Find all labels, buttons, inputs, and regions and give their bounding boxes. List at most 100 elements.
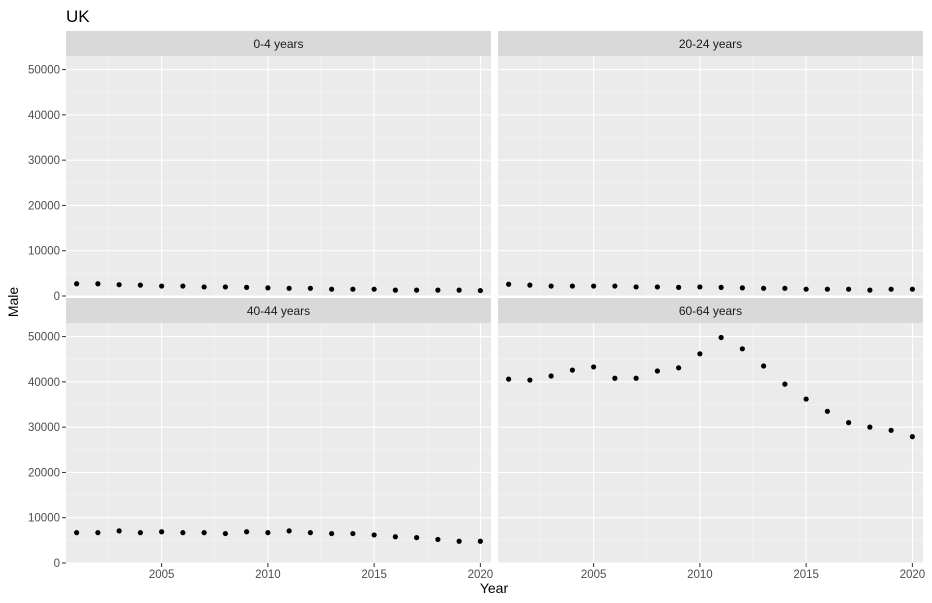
data-point <box>180 530 186 536</box>
facet-strip-label: 60-64 years <box>679 304 742 318</box>
data-point <box>548 283 554 289</box>
y-tick-label: 40000 <box>28 377 60 389</box>
x-tick-label: 2010 <box>255 569 281 581</box>
data-point <box>591 364 597 370</box>
data-point <box>803 396 809 402</box>
data-point <box>591 283 597 289</box>
facet-strip <box>498 31 923 56</box>
data-point <box>392 534 398 540</box>
data-point <box>633 375 639 381</box>
data-point <box>201 284 207 290</box>
data-point <box>222 530 228 537</box>
data-point <box>435 536 441 543</box>
data-point <box>867 287 873 293</box>
data-point <box>739 285 745 291</box>
y-tick-label: 30000 <box>28 155 60 167</box>
panel-background <box>66 56 491 296</box>
data-point <box>116 282 122 288</box>
data-point <box>888 286 894 292</box>
data-point <box>414 535 420 541</box>
y-tick-label: 50000 <box>28 65 60 77</box>
data-point <box>824 286 830 292</box>
data-point <box>569 367 575 373</box>
data-point <box>909 286 915 292</box>
y-tick-label: 20000 <box>28 467 60 479</box>
data-point <box>654 368 660 374</box>
data-point <box>116 528 122 534</box>
data-point <box>180 283 186 289</box>
data-point <box>782 381 788 387</box>
data-point <box>718 284 724 290</box>
data-point <box>548 373 554 379</box>
data-point <box>761 285 767 291</box>
data-point <box>739 346 745 352</box>
data-point <box>350 286 356 292</box>
facet-strip <box>66 298 491 323</box>
data-point <box>74 530 80 536</box>
facet-panels: 0-4 years 20-24 years 40-44 years 60-64 yea… <box>66 31 923 564</box>
chart-title: UK <box>66 7 90 26</box>
data-point <box>371 286 377 292</box>
data-point <box>286 528 292 534</box>
data-point <box>477 538 483 544</box>
y-tick-label: 10000 <box>28 513 60 525</box>
data-point <box>350 530 356 537</box>
data-point <box>846 420 852 426</box>
y-tick-label: 40000 <box>28 110 60 122</box>
data-point <box>222 284 228 290</box>
data-point <box>676 365 682 371</box>
data-point <box>867 424 873 430</box>
data-point <box>95 530 101 536</box>
data-point <box>435 287 441 293</box>
x-tick-label: 2010 <box>687 569 713 581</box>
y-tick-label: 50000 <box>28 332 60 344</box>
y-tick-label: 0 <box>54 291 60 303</box>
data-point <box>307 285 313 291</box>
x-tick-label: 2005 <box>581 569 607 581</box>
y-tick-label: 0 <box>54 558 60 570</box>
x-axis-title: Year <box>480 580 509 596</box>
data-point <box>718 334 724 341</box>
data-point <box>782 285 788 291</box>
data-point <box>633 284 639 290</box>
x-tick-label: 2015 <box>361 569 387 581</box>
data-point <box>265 285 271 291</box>
data-point <box>74 281 80 287</box>
data-point <box>506 376 512 382</box>
data-point <box>824 408 830 414</box>
data-point <box>888 427 894 433</box>
data-point <box>506 281 512 287</box>
facet-strip-label: 40-44 years <box>247 304 310 318</box>
data-point <box>244 529 250 535</box>
facet-panel: 40-44 years <box>66 298 491 564</box>
facet-strip <box>498 298 923 323</box>
y-axis-tick-labels: 0 10000 20000 30000 40000 50000 0 10000 20000 300… <box>28 65 66 570</box>
data-point <box>286 285 292 291</box>
data-point <box>697 351 703 357</box>
panel-background <box>66 323 491 563</box>
data-point <box>846 286 852 292</box>
facet-strip-label: 0-4 years <box>253 37 303 51</box>
facet-strip <box>66 31 491 56</box>
data-point <box>612 375 618 381</box>
panel-background <box>498 323 923 563</box>
data-point <box>456 538 462 544</box>
data-point <box>414 287 420 293</box>
facet-panel: 60-64 years <box>498 298 923 564</box>
data-point <box>654 284 660 290</box>
y-tick-label: 30000 <box>28 422 60 434</box>
data-point <box>329 286 335 292</box>
data-point <box>137 282 143 288</box>
data-point <box>307 530 313 536</box>
x-tick-label: 2005 <box>149 569 175 581</box>
data-point <box>137 530 143 536</box>
data-point <box>265 530 271 536</box>
x-axis-tick-labels: 2005 2010 2015 2020 2005 2010 2015 2020 <box>149 563 925 581</box>
data-point <box>761 363 767 369</box>
y-tick-label: 20000 <box>28 200 60 212</box>
facet-panel: 20-24 years <box>498 31 923 297</box>
data-point <box>159 529 165 535</box>
data-point <box>527 377 533 383</box>
data-point <box>527 282 533 288</box>
data-point <box>612 283 618 289</box>
